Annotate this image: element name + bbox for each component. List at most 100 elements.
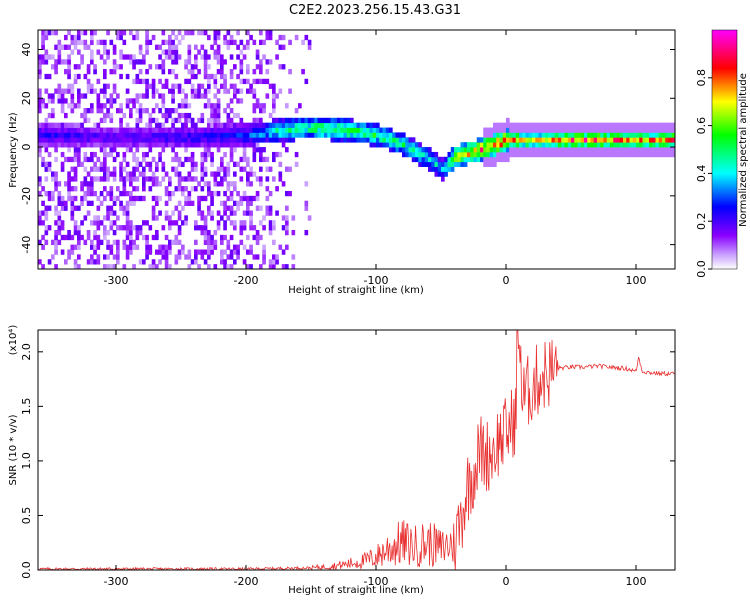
spectrogram-cell <box>73 39 78 46</box>
spectrogram-cell <box>499 127 504 133</box>
spectrogram-cell <box>281 132 286 138</box>
spectrogram-cell <box>532 142 536 148</box>
spectrogram-cell <box>197 210 201 216</box>
spectrogram-cell <box>658 142 663 148</box>
spectrogram-cell <box>424 151 429 158</box>
spectrogram-cell <box>181 112 185 119</box>
spectrogram-cell <box>155 249 159 255</box>
spectrogram-cell <box>268 264 273 269</box>
spectrogram-cell <box>545 127 549 133</box>
spectrogram-cell <box>112 264 117 269</box>
spectrogram-cell <box>545 147 549 153</box>
spectrogram-cell <box>64 200 68 206</box>
spectrogram-cell <box>106 229 110 236</box>
spectrogram-cell <box>522 147 526 153</box>
spectrogram-cell <box>73 195 78 202</box>
spectrogram-cell <box>197 117 201 124</box>
spectrogram-cell <box>668 132 673 138</box>
spectrogram-cell <box>411 137 416 143</box>
spectrogram-cell <box>164 254 169 260</box>
spectrogram-cell <box>486 161 491 167</box>
spectrogram-cell <box>509 132 513 138</box>
spectrogram-cell <box>197 249 201 255</box>
spectrogram-cell <box>236 190 240 197</box>
spectrogram-cell <box>135 98 140 104</box>
spectrogram-cell <box>220 259 224 265</box>
spectrogram-cell <box>236 30 240 36</box>
spectrogram-cell <box>236 44 240 50</box>
spectrogram-cell <box>164 117 169 124</box>
spectrogram-cell <box>96 195 101 202</box>
spectrogram-cell <box>171 88 175 94</box>
spectrogram-cell <box>226 239 231 246</box>
spectrogram-cell <box>168 112 172 119</box>
spectrogram-cell <box>80 234 84 241</box>
spectrogram-cell <box>64 59 68 65</box>
spectrogram-cell <box>132 137 136 143</box>
spectrogram-cell <box>242 137 247 143</box>
spectrogram-cell <box>41 44 45 50</box>
spectrogram-cell <box>99 190 104 197</box>
spectrogram-cell <box>252 78 257 85</box>
spectrogram-cell <box>294 151 299 158</box>
spectrogram-cell <box>671 137 675 143</box>
spectrogram-cell <box>197 142 201 148</box>
spectrogram-cell <box>168 39 172 46</box>
spectrogram-cell <box>343 117 348 124</box>
spectrogram-cell <box>119 190 123 197</box>
spectrogram-cell <box>320 122 325 128</box>
spectrogram-cell <box>41 234 45 241</box>
spectrogram-cell <box>83 127 88 133</box>
spectrogram-cell <box>496 122 500 128</box>
spectrogram-cell <box>184 59 188 65</box>
spectrogram-cell <box>291 122 296 128</box>
spectrogram-cell <box>155 195 159 202</box>
spectrogram-cell <box>239 98 244 104</box>
spectrogram-cell <box>301 69 305 75</box>
spectrogram-cell <box>80 200 84 206</box>
spectrogram-cell <box>41 30 45 36</box>
spectrogram-cell <box>200 210 205 216</box>
spectrogram-cell <box>151 264 156 269</box>
spectrogram-cell <box>509 147 513 153</box>
spectrogram-cell <box>242 210 247 216</box>
spectrogram-cell <box>649 122 653 128</box>
spectrogram-cell <box>210 117 214 124</box>
spectrogram-cell <box>177 249 182 255</box>
spectrogram-cell <box>619 132 624 138</box>
spectrogram-cell <box>116 195 120 202</box>
spectrogram-cell <box>249 210 253 216</box>
spectrogram-cell <box>38 176 42 182</box>
spectrogram-cell <box>246 195 250 202</box>
spectrogram-cell <box>148 112 153 119</box>
spectrogram-cell <box>493 132 497 138</box>
spectrogram-cell <box>38 93 42 99</box>
spectrogram-cell <box>226 186 231 192</box>
spectrogram-cell <box>486 142 491 148</box>
spectrogram-cell <box>242 147 247 153</box>
spectrogram-cell <box>210 210 214 216</box>
spectrogram-cell <box>242 225 247 231</box>
spectrogram-cell <box>116 132 120 138</box>
spectrogram-cell <box>73 176 78 182</box>
spectrogram-cell <box>389 132 393 138</box>
spectrogram-cell <box>145 127 149 133</box>
spectrogram-cell <box>151 88 156 94</box>
spectrogram-cell <box>307 39 312 46</box>
spectrogram-cell <box>304 34 309 41</box>
snr-x-axis-label: Height of straight line (km) <box>288 585 424 596</box>
spectrogram-cell <box>294 34 299 41</box>
spectrogram-cell <box>252 93 257 99</box>
spectrogram-cell <box>119 142 123 148</box>
spectrogram-cell <box>558 147 562 153</box>
spectrogram-cell <box>190 93 195 99</box>
spectrogram-cell <box>629 132 634 138</box>
spectrogram-cell <box>233 112 237 119</box>
spectrogram-cell <box>577 147 582 153</box>
spectrogram-cell <box>249 215 253 221</box>
spectrogram-cell <box>184 78 188 85</box>
spectrogram-cell <box>496 147 500 153</box>
colorbar-tick-label: 0.8 <box>695 69 708 87</box>
spectrogram-cell <box>86 44 91 50</box>
spectrogram-cell <box>184 176 188 182</box>
